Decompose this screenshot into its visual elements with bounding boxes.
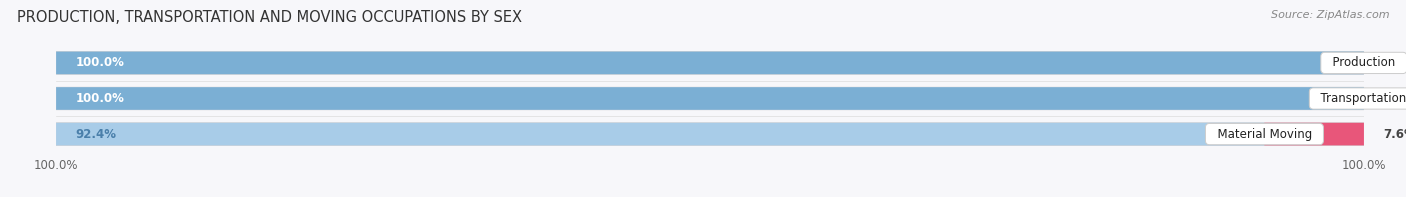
Text: Material Moving: Material Moving <box>1209 128 1319 141</box>
FancyBboxPatch shape <box>56 52 1364 74</box>
Text: 92.4%: 92.4% <box>76 128 117 141</box>
FancyBboxPatch shape <box>56 123 1364 145</box>
FancyBboxPatch shape <box>1364 53 1406 72</box>
Text: 100.0%: 100.0% <box>76 56 125 69</box>
FancyBboxPatch shape <box>1264 123 1364 145</box>
Text: 100.0%: 100.0% <box>76 92 125 105</box>
Text: Source: ZipAtlas.com: Source: ZipAtlas.com <box>1271 10 1389 20</box>
Text: 7.6%: 7.6% <box>1384 128 1406 141</box>
FancyBboxPatch shape <box>56 52 1364 74</box>
FancyBboxPatch shape <box>56 87 1364 110</box>
Text: Transportation: Transportation <box>1313 92 1406 105</box>
Text: Production: Production <box>1324 56 1403 69</box>
Text: PRODUCTION, TRANSPORTATION AND MOVING OCCUPATIONS BY SEX: PRODUCTION, TRANSPORTATION AND MOVING OC… <box>17 10 522 25</box>
FancyBboxPatch shape <box>56 123 1264 145</box>
FancyBboxPatch shape <box>1364 89 1406 108</box>
FancyBboxPatch shape <box>56 87 1364 110</box>
